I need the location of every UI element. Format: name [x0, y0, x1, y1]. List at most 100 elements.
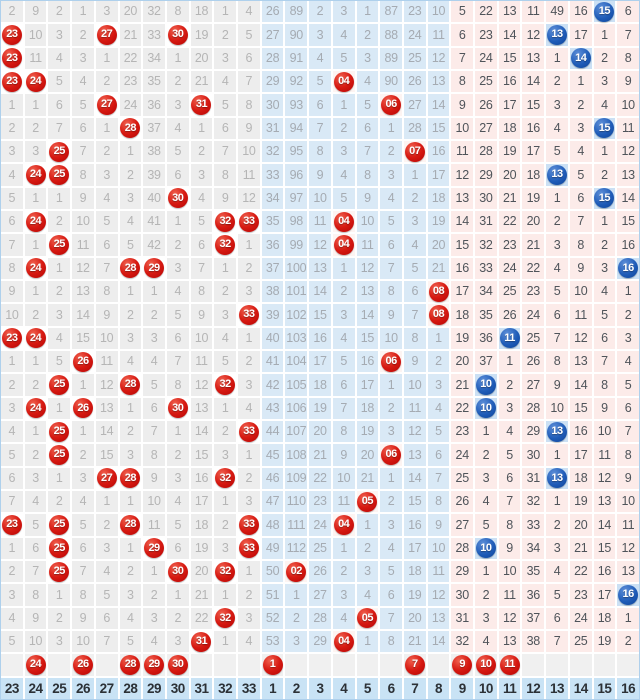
column-label: 6	[380, 677, 402, 699]
miss-count-cell: 1	[72, 1, 94, 23]
drawn-number-cell: 06	[380, 94, 402, 116]
miss-count-cell: 24	[498, 257, 521, 279]
miss-count-cell: 10	[143, 491, 165, 513]
miss-count-cell: 8	[617, 47, 639, 69]
miss-count-cell: 2	[95, 71, 118, 93]
miss-count-cell: 24	[309, 514, 331, 536]
miss-count-cell: 5	[1, 631, 23, 653]
miss-count-cell: 22	[475, 1, 497, 23]
miss-count-cell: 5	[546, 141, 568, 163]
miss-count-cell: 31	[261, 117, 284, 139]
miss-count-cell: 3	[593, 71, 616, 93]
red-ball-27: 27	[96, 94, 117, 115]
drawn-number-cell: 13	[546, 164, 568, 186]
miss-count-cell: 2	[48, 211, 71, 233]
miss-count-cell: 2	[166, 607, 189, 629]
drawn-number-cell: 13	[546, 467, 568, 489]
column-label: 1	[261, 677, 284, 699]
miss-count-cell: 16	[356, 351, 379, 373]
miss-count-cell: 7	[617, 24, 639, 46]
miss-count-cell: 4	[356, 584, 379, 606]
column-label: 25	[48, 677, 71, 699]
footer-empty-cell	[238, 654, 260, 676]
red-ball-23: 23	[1, 328, 22, 349]
miss-count-cell: 10	[380, 327, 402, 349]
miss-count-cell: 27	[451, 514, 474, 536]
miss-count-cell: 24	[403, 24, 426, 46]
footer-drawn-ball-cell: 7	[403, 654, 426, 676]
miss-count-cell: 37	[475, 351, 497, 373]
red-ball-27: 27	[96, 468, 117, 489]
miss-count-cell: 4	[309, 47, 331, 69]
miss-count-cell: 30	[261, 94, 284, 116]
miss-count-cell: 1	[617, 607, 639, 629]
miss-count-cell: 11	[498, 584, 521, 606]
footer-empty-cell	[593, 654, 616, 676]
miss-count-cell: 1	[546, 47, 568, 69]
miss-count-cell: 95	[285, 141, 308, 163]
miss-count-cell: 6	[1, 211, 23, 233]
miss-count-cell: 8	[427, 491, 450, 513]
miss-count-cell: 29	[451, 561, 474, 583]
miss-count-cell: 10	[356, 211, 379, 233]
miss-count-cell: 13	[617, 164, 639, 186]
drawn-number-cell: 05	[356, 491, 379, 513]
miss-count-cell: 1	[593, 24, 616, 46]
miss-count-cell: 14	[95, 421, 118, 443]
miss-count-cell: 3	[332, 1, 355, 23]
miss-count-cell: 18	[309, 374, 331, 396]
miss-count-cell: 7	[546, 631, 568, 653]
miss-count-cell: 4	[214, 71, 237, 93]
miss-count-cell: 1	[119, 141, 142, 163]
blue-ball-16: 16	[618, 258, 639, 279]
miss-count-cell: 20	[427, 234, 450, 256]
miss-count-cell: 5	[48, 71, 71, 93]
miss-count-cell: 3	[166, 467, 189, 489]
red-ball-30: 30	[167, 654, 188, 675]
miss-count-cell: 11	[143, 514, 165, 536]
miss-count-cell: 3	[119, 584, 142, 606]
footer-drawn-ball-cell: 10	[475, 654, 497, 676]
miss-count-cell: 36	[261, 234, 284, 256]
miss-count-cell: 18	[569, 467, 592, 489]
red-ball-25: 25	[49, 141, 70, 162]
miss-count-cell: 6	[427, 444, 450, 466]
red-ball-28: 28	[120, 654, 141, 675]
miss-count-cell: 5	[332, 47, 355, 69]
miss-count-cell: 14	[569, 374, 592, 396]
red-ball-28: 28	[120, 118, 141, 139]
miss-count-cell: 6	[72, 117, 94, 139]
miss-count-cell: 51	[261, 584, 284, 606]
miss-count-cell: 17	[309, 351, 331, 373]
miss-count-cell: 6	[166, 537, 189, 559]
miss-count-cell: 1	[380, 374, 402, 396]
miss-count-cell: 1	[48, 397, 71, 419]
miss-count-cell: 4	[143, 351, 165, 373]
red-ball-04: 04	[333, 514, 354, 535]
miss-count-cell: 4	[617, 351, 639, 373]
drawn-number-cell: 32	[214, 467, 237, 489]
miss-count-cell: 24	[451, 444, 474, 466]
miss-count-cell: 3	[498, 397, 521, 419]
miss-count-cell: 1	[1, 94, 23, 116]
miss-count-cell: 18	[190, 1, 213, 23]
miss-count-cell: 3	[143, 607, 165, 629]
miss-count-cell: 4	[190, 187, 213, 209]
miss-count-cell: 6	[569, 187, 592, 209]
drawn-number-cell: 32	[214, 561, 237, 583]
miss-count-cell: 6	[143, 397, 165, 419]
red-ball-24: 24	[25, 258, 46, 279]
miss-count-cell: 16	[569, 421, 592, 443]
miss-count-cell: 20	[309, 421, 331, 443]
miss-count-cell: 2	[166, 71, 189, 93]
miss-count-cell: 27	[522, 374, 545, 396]
footer-drawn-ball-cell: 1	[261, 654, 284, 676]
drawn-number-cell: 25	[48, 444, 71, 466]
drawn-number-cell: 04	[332, 514, 355, 536]
miss-count-cell: 21	[356, 467, 379, 489]
miss-count-cell: 13	[569, 351, 592, 373]
miss-count-cell: 7	[95, 257, 118, 279]
miss-count-cell: 9	[427, 514, 450, 536]
miss-count-cell: 12	[617, 141, 639, 163]
miss-count-cell: 10	[617, 491, 639, 513]
